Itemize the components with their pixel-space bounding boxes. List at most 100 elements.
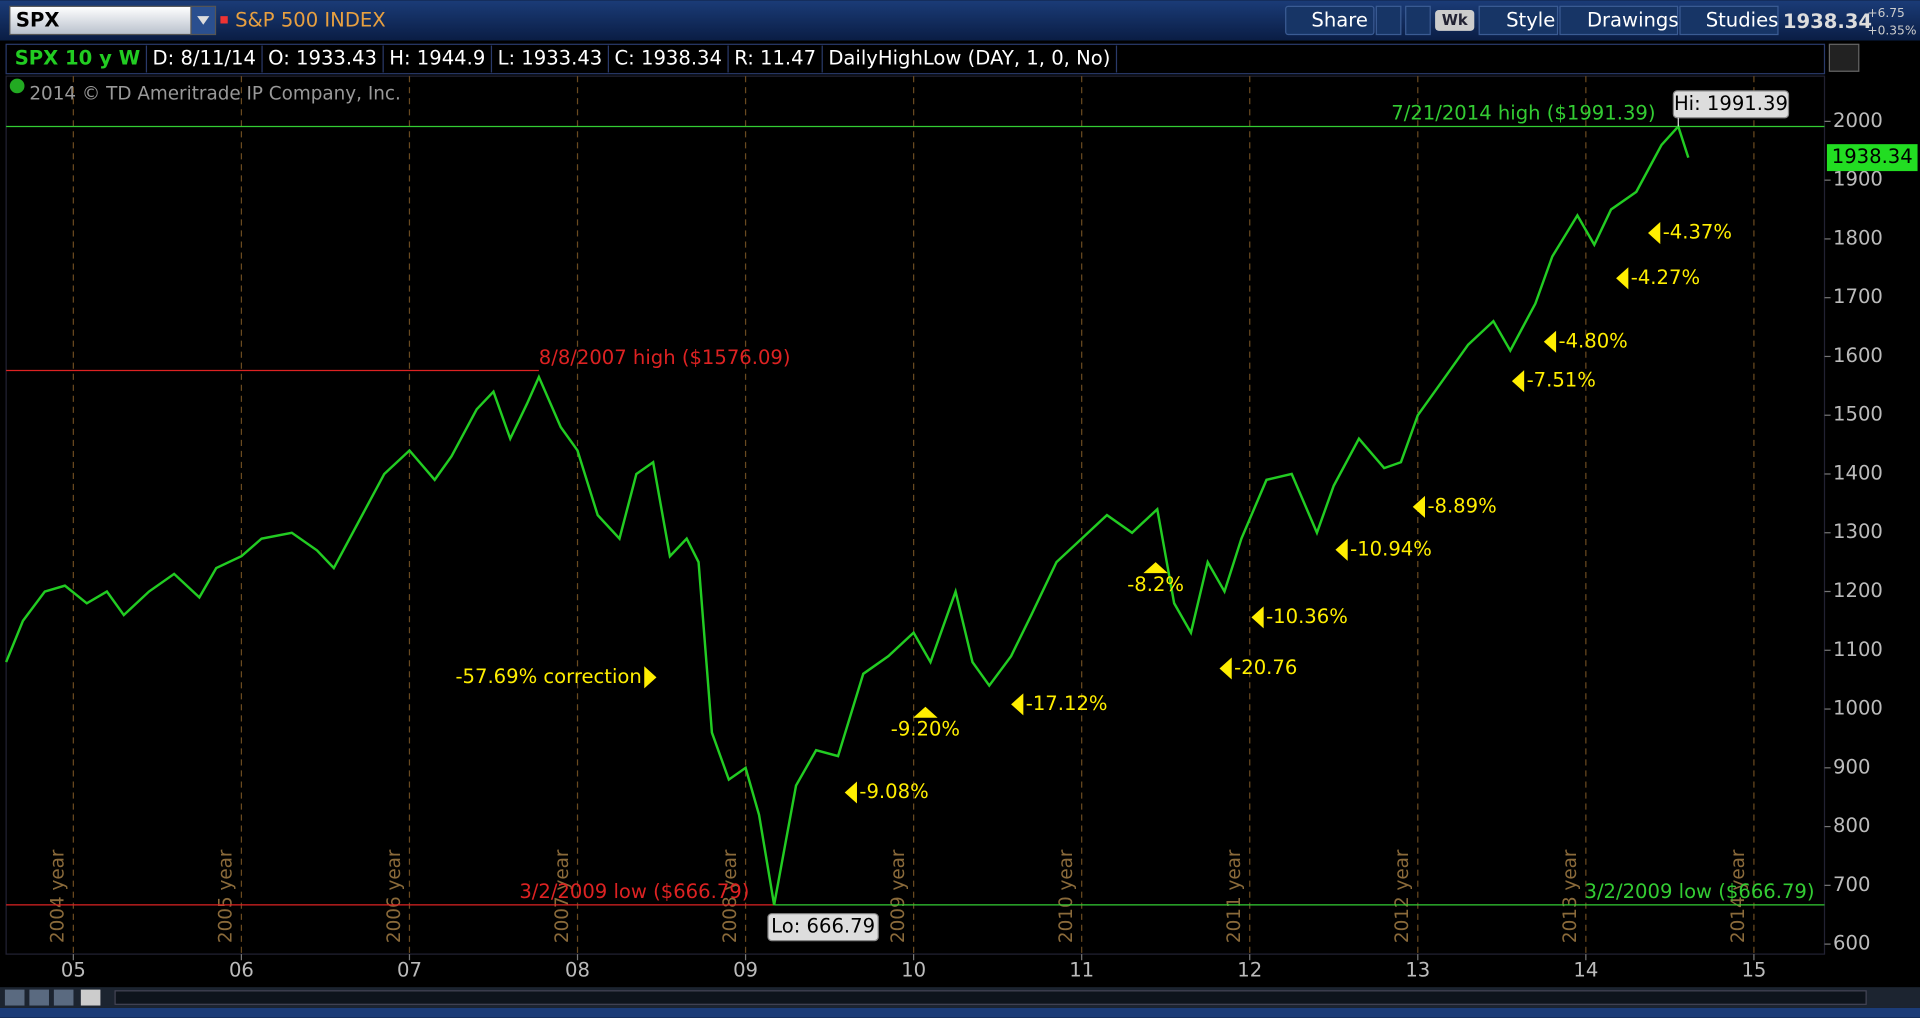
x-tick-label: 12 bbox=[1237, 959, 1262, 982]
annotation: -57.69% correction bbox=[455, 665, 641, 688]
annotation: -10.94% bbox=[1350, 537, 1432, 560]
y-tick-label: 800 bbox=[1833, 814, 1870, 837]
y-tick-label: 700 bbox=[1833, 873, 1870, 896]
watermark: 2014 © TD Ameritrade IP Company, Inc. bbox=[29, 84, 400, 105]
period-label: 2011 year bbox=[1224, 849, 1245, 943]
last-price-label: 1938.34 bbox=[1832, 145, 1913, 168]
studies-button[interactable] bbox=[1679, 5, 1779, 36]
y-tick-label: 600 bbox=[1833, 932, 1870, 955]
reference-label: 3/2/2009 low ($666.79) bbox=[1584, 880, 1814, 903]
annotation: -7.51% bbox=[1527, 369, 1596, 392]
annotation-arrow bbox=[1616, 267, 1629, 290]
dollar-button[interactable] bbox=[80, 989, 101, 1006]
info-item: L: 1933.43 bbox=[498, 47, 603, 70]
info-item: D: 8/11/14 bbox=[153, 47, 256, 70]
price-line bbox=[4, 124, 1690, 906]
y-tick-label: 2000 bbox=[1833, 109, 1883, 132]
annotation-arrow bbox=[1011, 693, 1024, 716]
info-item: C: 1938.34 bbox=[615, 47, 722, 70]
tool-button[interactable] bbox=[1405, 5, 1431, 36]
button-label: Drawings bbox=[1587, 9, 1679, 32]
annotation-arrow bbox=[1648, 222, 1661, 245]
annotation: -17.12% bbox=[1026, 692, 1108, 715]
dropdown-arrow bbox=[197, 16, 210, 25]
window-edge bbox=[0, 1007, 1920, 1018]
info-item: SPX 10 y W bbox=[15, 47, 141, 70]
zoom-button[interactable] bbox=[29, 989, 49, 1006]
x-tick-label: 05 bbox=[61, 959, 86, 982]
x-tick-label: 07 bbox=[397, 959, 422, 982]
x-tick-label: 08 bbox=[565, 959, 590, 982]
drawings-button[interactable] bbox=[1559, 5, 1679, 36]
y-tick-label: 1100 bbox=[1833, 638, 1883, 661]
x-tick-label: 06 bbox=[229, 959, 254, 982]
annotation-arrow bbox=[1335, 538, 1348, 561]
y-tick-label: 1500 bbox=[1833, 403, 1883, 426]
annotation: -4.80% bbox=[1559, 329, 1628, 352]
change: +6.75 bbox=[1867, 6, 1905, 20]
annotation: -20.76 bbox=[1234, 656, 1297, 679]
period-label: 2005 year bbox=[216, 849, 237, 943]
info-item: H: 1944.9 bbox=[389, 47, 485, 70]
y-tick-label: 1200 bbox=[1833, 579, 1883, 602]
info-item: R: 11.47 bbox=[734, 47, 816, 70]
button-label: Studies bbox=[1706, 9, 1779, 32]
tool-button[interactable] bbox=[1375, 5, 1402, 36]
symbol-input[interactable] bbox=[9, 5, 192, 36]
x-tick-label: 13 bbox=[1405, 959, 1430, 982]
symbol: SPX bbox=[16, 9, 60, 32]
scroll-track[interactable] bbox=[114, 990, 1867, 1005]
annotation-arrow bbox=[1143, 562, 1168, 574]
period-label: 2010 year bbox=[1056, 849, 1077, 943]
annotation-arrow bbox=[1511, 370, 1525, 393]
lo-label: Lo: 666.79 bbox=[771, 915, 875, 938]
annotation-arrow bbox=[1412, 495, 1425, 518]
y-tick-label: 1700 bbox=[1833, 285, 1883, 308]
button-label: Wk bbox=[1442, 12, 1469, 29]
y-tick-label: 1400 bbox=[1833, 461, 1883, 484]
period-label: 2004 year bbox=[48, 849, 69, 943]
info-item: DailyHighLow (DAY, 1, 0, No) bbox=[828, 47, 1110, 70]
x-tick-label: 11 bbox=[1069, 959, 1094, 982]
period-label: 2014 year bbox=[1728, 849, 1749, 943]
wk-button[interactable] bbox=[1435, 10, 1475, 31]
x-tick-label: 14 bbox=[1573, 959, 1598, 982]
period-label: 2009 year bbox=[888, 849, 909, 943]
reference-label: 7/21/2014 high ($1991.39) bbox=[1391, 102, 1655, 125]
period-label: 2012 year bbox=[1392, 849, 1413, 943]
annotation-arrow bbox=[1543, 330, 1557, 353]
period-label: 2007 year bbox=[552, 849, 573, 943]
lo-box bbox=[767, 913, 879, 942]
info-bar bbox=[0, 40, 1920, 77]
x-tick-label: 09 bbox=[733, 959, 758, 982]
annotation: -9.08% bbox=[859, 780, 928, 803]
x-tick-label: 10 bbox=[901, 959, 926, 982]
info-icon bbox=[9, 78, 25, 94]
style-button[interactable] bbox=[1478, 5, 1559, 36]
annotation-arrow bbox=[913, 706, 938, 718]
share-button[interactable] bbox=[1285, 5, 1375, 36]
hi-box bbox=[1672, 90, 1790, 119]
annotation: -8.2% bbox=[1127, 573, 1184, 596]
annotation: -4.27% bbox=[1631, 266, 1700, 289]
reference-label: 8/8/2007 high ($1576.09) bbox=[539, 346, 791, 369]
x-tick-label: 15 bbox=[1741, 959, 1766, 982]
cursor-button[interactable] bbox=[1828, 43, 1860, 72]
reference-label: 3/2/2009 low ($666.79) bbox=[519, 880, 749, 903]
button-label: Style bbox=[1506, 9, 1555, 32]
symbol-description: S&P 500 INDEX bbox=[235, 9, 386, 32]
period-label: 2006 year bbox=[384, 849, 405, 943]
period-label: 2008 year bbox=[720, 849, 741, 943]
annotation: -10.36% bbox=[1266, 605, 1348, 628]
annotation-arrow bbox=[644, 666, 657, 689]
last-price: 1938.34 bbox=[1783, 10, 1872, 33]
plot-area bbox=[5, 75, 1826, 955]
zoom-button[interactable] bbox=[4, 989, 25, 1006]
y-tick-label: 1300 bbox=[1833, 520, 1883, 543]
annotation: -4.37% bbox=[1663, 221, 1732, 244]
zoom-button[interactable] bbox=[53, 989, 74, 1006]
info-item: O: 1933.43 bbox=[268, 47, 377, 70]
annotation-arrow bbox=[1251, 606, 1264, 629]
change-pct: +0.35% bbox=[1867, 23, 1916, 37]
